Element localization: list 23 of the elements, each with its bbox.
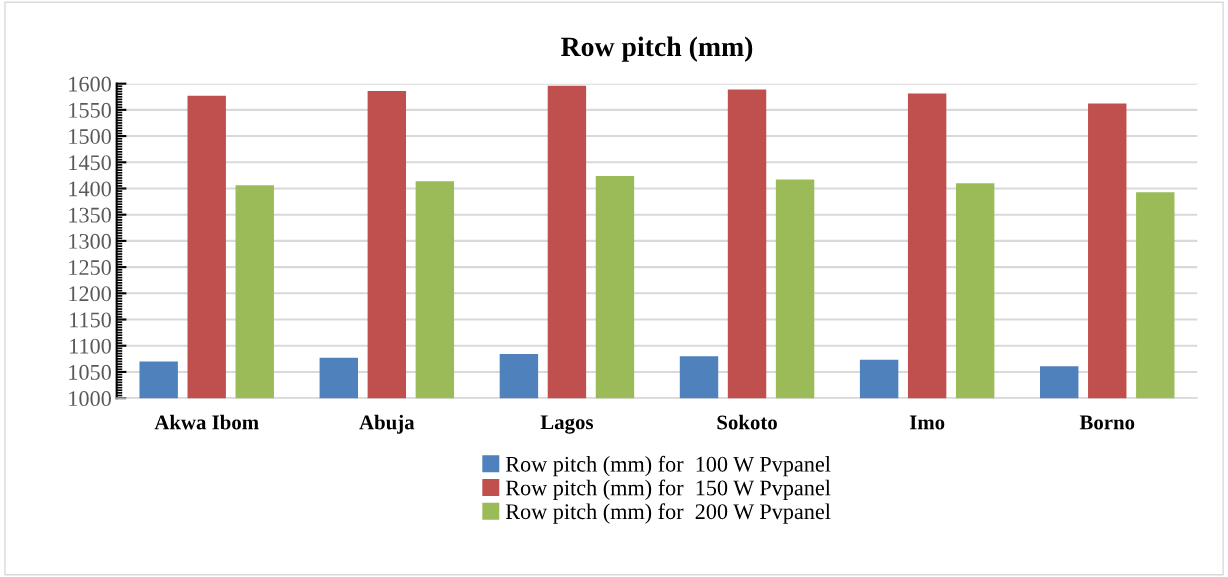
x-tick-label: Lagos [540,415,594,434]
y-tick-label: 1100 [70,338,111,354]
y-tick-label: 1500 [69,129,111,144]
x-tick-label: Akwa Ibom [154,414,259,430]
y-tick-label: 1200 [69,286,111,302]
y-tick-label: 1400 [69,181,111,197]
y-tick-label: 1550 [69,102,111,118]
legend-label: Row pitch (mm) for 150 W Pvpanel [505,479,831,500]
y-tick-label: 1150 [70,312,111,328]
x-tick-label: Borno [1079,415,1135,430]
x-tick-label: Sokoto [717,414,777,430]
chart-title: Row pitch (mm) [561,36,753,62]
legend-label: Row pitch (mm) for 200 W Pvpanel [505,503,831,524]
y-tick-label: 1450 [69,155,111,171]
y-tick-label: 1350 [69,207,111,223]
y-tick-label: 1600 [69,76,111,92]
x-tick-label: Abuja [359,414,415,434]
legend-label: Row pitch (mm) for 100 W Pvpanel [505,455,831,477]
y-tick-label: 1050 [69,364,111,380]
y-tick-label: 1000 [69,391,111,407]
x-tick-label: Imo [909,415,945,430]
y-tick-label: 1250 [69,260,111,276]
y-tick-label: 1300 [69,233,111,249]
